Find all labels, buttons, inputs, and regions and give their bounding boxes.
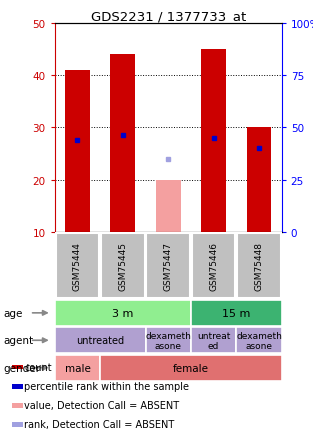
Bar: [13, 385, 23, 388]
Bar: [65, 71, 90, 232]
Text: GSM75447: GSM75447: [164, 241, 173, 290]
Bar: [55, 355, 100, 381]
Text: percentile rank within the sample: percentile rank within the sample: [24, 381, 189, 391]
Bar: [13, 404, 23, 408]
Text: value, Detection Call = ABSENT: value, Detection Call = ABSENT: [24, 401, 179, 411]
Text: GSM75446: GSM75446: [209, 241, 218, 290]
Bar: [191, 300, 282, 326]
Bar: [192, 233, 235, 298]
Bar: [201, 50, 226, 232]
Text: GSM75445: GSM75445: [118, 241, 127, 290]
Bar: [13, 365, 23, 370]
Text: female: female: [173, 363, 209, 373]
Title: GDS2231 / 1377733_at: GDS2231 / 1377733_at: [90, 10, 246, 23]
Bar: [13, 422, 23, 427]
Bar: [237, 233, 281, 298]
Text: GSM75444: GSM75444: [73, 241, 82, 290]
Text: untreated: untreated: [76, 335, 124, 345]
Bar: [146, 233, 190, 298]
Text: rank, Detection Call = ABSENT: rank, Detection Call = ABSENT: [24, 420, 175, 430]
Bar: [101, 233, 145, 298]
Text: agent: agent: [3, 335, 33, 345]
Text: 3 m: 3 m: [112, 308, 134, 318]
Text: dexameth
asone: dexameth asone: [236, 331, 282, 350]
Text: age: age: [3, 308, 23, 318]
Bar: [156, 180, 181, 232]
Bar: [55, 300, 191, 326]
Bar: [100, 355, 282, 381]
Bar: [146, 328, 191, 353]
Text: dexameth
asone: dexameth asone: [145, 331, 191, 350]
Bar: [236, 328, 282, 353]
Text: male: male: [64, 363, 90, 373]
Bar: [55, 328, 146, 353]
Text: GSM75448: GSM75448: [254, 241, 264, 290]
Bar: [110, 55, 135, 232]
Text: count: count: [24, 362, 52, 372]
Bar: [247, 128, 271, 232]
Bar: [56, 233, 99, 298]
Text: 15 m: 15 m: [222, 308, 250, 318]
Text: gender: gender: [3, 363, 40, 373]
Text: untreat
ed: untreat ed: [197, 331, 230, 350]
Bar: [191, 328, 236, 353]
